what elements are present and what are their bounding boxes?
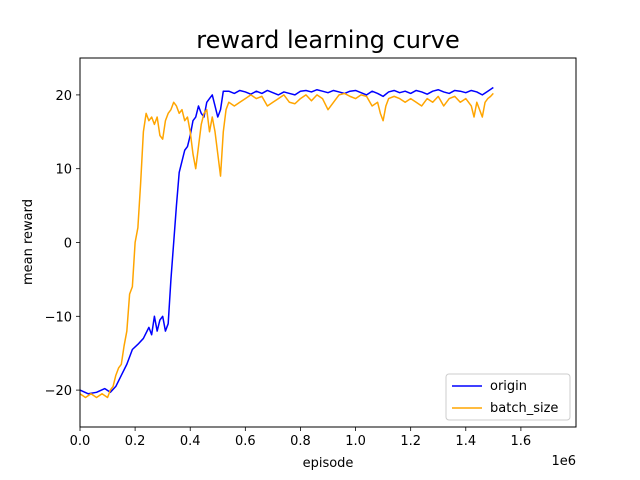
x-tick-label: 1.6 — [511, 434, 532, 449]
y-tick-label: 0 — [64, 237, 72, 252]
x-axis-label: episode — [303, 456, 354, 471]
y-axis-label: mean reward — [21, 199, 36, 285]
x-tick-label: 0.6 — [235, 434, 256, 449]
x-axis-offset-label: 1e6 — [551, 454, 576, 469]
series-line-origin — [79, 86, 494, 395]
x-axis-ticks: 0.0 0.2 0.4 0.6 0.8 1.0 1.2 1.4 1.6 — [70, 427, 532, 449]
legend-label-batch-size: batch_size — [490, 401, 558, 416]
x-tick-label: 1.2 — [400, 434, 421, 449]
x-tick-label: 1.0 — [345, 434, 366, 449]
plot-background — [80, 58, 576, 427]
y-tick-label: −20 — [45, 384, 72, 399]
x-tick-label: 0.0 — [70, 434, 91, 449]
y-tick-label: 20 — [55, 89, 72, 104]
chart-title: reward learning curve — [196, 26, 460, 54]
x-tick-label: 0.8 — [290, 434, 311, 449]
x-tick-label: 0.2 — [125, 434, 146, 449]
x-tick-label: 1.4 — [455, 434, 476, 449]
y-tick-label: −10 — [45, 310, 72, 325]
legend-label-origin: origin — [490, 379, 527, 394]
y-tick-label: 10 — [55, 163, 72, 178]
series-line-batch-size — [79, 92, 494, 399]
x-tick-label: 0.4 — [180, 434, 201, 449]
y-axis-ticks: −20 −10 0 10 20 — [45, 89, 80, 399]
series-layer — [79, 86, 494, 399]
legend: origin batch_size — [445, 373, 571, 421]
plot-area — [79, 57, 577, 428]
